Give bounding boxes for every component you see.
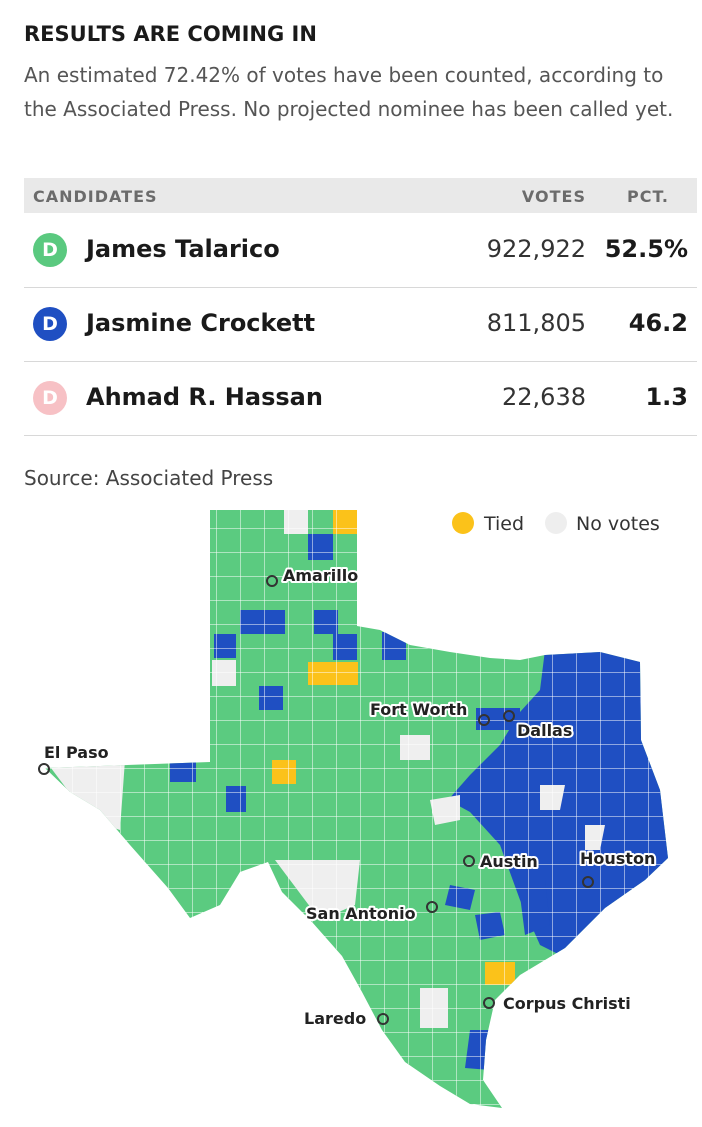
city-label: Amarillo xyxy=(283,566,358,585)
description: An estimated 72.42% of votes have been c… xyxy=(24,63,674,121)
table-header: CANDIDATES VOTES PCT. xyxy=(24,178,697,213)
column-header: PCT. xyxy=(626,187,669,206)
candidate-row: D Ahmad R. Hassan 22,638 1.3 xyxy=(24,361,697,436)
city-marker xyxy=(38,763,50,775)
candidate-row: D James Talarico 922,922 52.5% xyxy=(24,213,697,288)
city-marker xyxy=(503,710,515,722)
city-label: Austin xyxy=(480,852,538,871)
city-label: Fort Worth xyxy=(370,700,467,719)
percent: 1.3 xyxy=(645,383,688,411)
city-marker xyxy=(478,714,490,726)
candidate-name: James Talarico xyxy=(86,235,280,263)
column-header: CANDIDATES xyxy=(33,187,158,206)
legend-label: No votes xyxy=(576,513,660,535)
percent: 46.2 xyxy=(628,309,688,337)
city-label: Laredo xyxy=(304,1009,366,1028)
city-label: Houston xyxy=(580,849,655,868)
state-shape xyxy=(45,510,668,1108)
county-lines xyxy=(45,510,668,1108)
city-label: San Antonio xyxy=(306,904,416,923)
city-label: Dallas xyxy=(517,721,572,740)
title: RESULTS ARE COMING IN xyxy=(24,22,317,46)
candidate-name: Ahmad R. Hassan xyxy=(86,383,323,411)
column-header: VOTES xyxy=(521,187,586,206)
source: Source: Associated Press xyxy=(24,466,274,490)
city-marker xyxy=(483,997,495,1009)
legend-swatch xyxy=(545,512,567,534)
votes: 922,922 xyxy=(486,235,586,263)
votes: 22,638 xyxy=(502,383,586,411)
city-label: El Paso xyxy=(44,743,109,762)
badge: D xyxy=(33,381,67,415)
badge: D xyxy=(33,233,67,267)
map: Tied No votes Amarillo Fort Worth Dallas… xyxy=(38,510,668,1108)
votes: 811,805 xyxy=(486,309,586,337)
legend-label: Tied xyxy=(483,513,524,535)
candidate-row: D Jasmine Crockett 811,805 46.2 xyxy=(24,287,697,362)
city-markers xyxy=(38,575,594,1025)
percent: 52.5% xyxy=(604,235,688,263)
city-marker xyxy=(377,1013,389,1025)
city-marker xyxy=(463,855,475,867)
candidate-name: Jasmine Crockett xyxy=(86,309,316,337)
city-marker xyxy=(582,876,594,888)
badge: D xyxy=(33,307,67,341)
city-label: Corpus Christi xyxy=(503,994,631,1013)
city-marker xyxy=(266,575,278,587)
city-marker xyxy=(426,901,438,913)
legend-swatch xyxy=(452,512,474,534)
